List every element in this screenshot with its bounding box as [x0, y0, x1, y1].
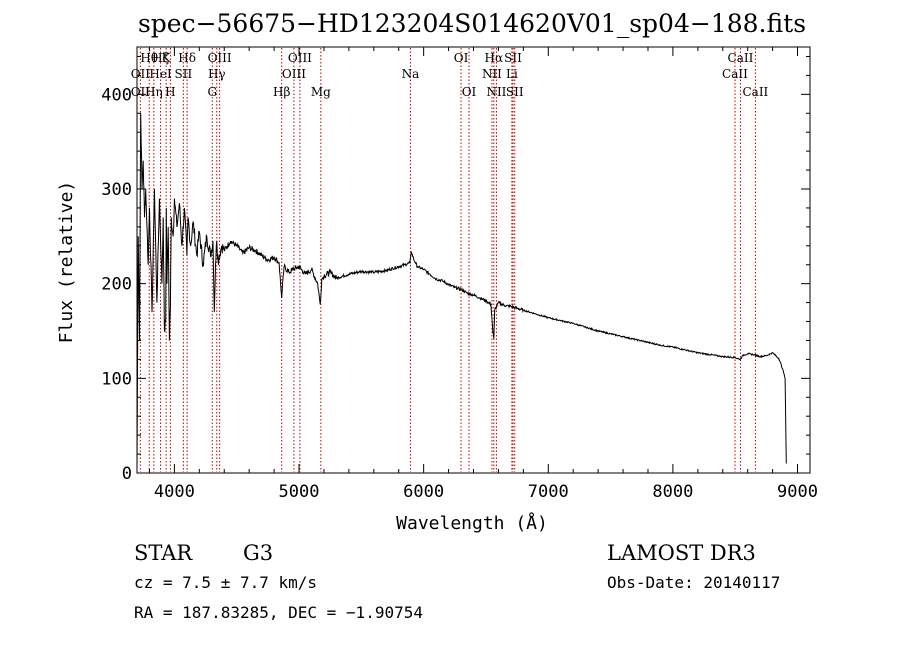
line-marker-label: G [207, 85, 217, 99]
x-axis-ticks: 4000 5000 6000 7000 8000 9000 [148, 47, 818, 502]
redshift-cz: cz = 7.5 ± 7.7 km/s [134, 573, 317, 592]
y-tick-label: 300 [101, 180, 132, 200]
line-marker-label: NII [482, 67, 502, 81]
line-marker-label: Mg [311, 85, 331, 99]
line-marker-label: OIII [288, 51, 312, 65]
line-marker-label: Hα [485, 51, 504, 65]
line-marker-label: Hδ [178, 51, 196, 65]
line-marker-label: OII [131, 67, 151, 81]
x-tick-label: 7000 [528, 482, 569, 502]
observation-date: Obs-Date: 20140117 [607, 573, 780, 592]
object-subclass: G3 [243, 541, 273, 565]
line-marker-label: K [162, 51, 172, 65]
y-tick-label: 0 [122, 464, 132, 484]
line-marker-label: OI [454, 51, 469, 65]
line-marker-label: SII [504, 51, 522, 65]
line-marker-label: SII [175, 67, 193, 81]
line-marker-label: Li [506, 67, 518, 81]
chart-title: spec−56675−HD123204S014620V01_sp04−188.f… [138, 9, 806, 38]
line-marker-label: Hβ [273, 85, 290, 99]
line-marker-label: OI [462, 85, 477, 99]
y-tick-label: 400 [101, 85, 132, 105]
plot-frame [136, 46, 811, 474]
y-axis-ticks: 0 100 200 300 400 [101, 55, 810, 484]
survey-name: LAMOST DR3 [607, 541, 756, 565]
line-marker-label: CaII [722, 67, 748, 81]
line-marker-label: Hθ [140, 51, 158, 65]
x-tick-label: 9000 [777, 482, 818, 502]
line-marker-label: HeI [149, 67, 172, 81]
line-markers [139, 48, 756, 472]
line-marker-label: NII [486, 85, 506, 99]
y-axis-label: Flux (relative) [56, 181, 77, 344]
coordinates: RA = 187.83285, DEC = −1.90754 [134, 603, 423, 622]
x-tick-label: 8000 [652, 482, 693, 502]
line-marker-label: H [165, 85, 175, 99]
x-axis-label: Wavelength (Å) [396, 512, 548, 534]
line-marker-label: Hγ [208, 67, 226, 81]
line-marker-label: CaII [728, 51, 754, 65]
y-tick-label: 100 [101, 369, 132, 389]
x-tick-label: 6000 [403, 482, 444, 502]
line-marker-label: SII [506, 85, 524, 99]
line-marker-label: Hη [145, 85, 163, 99]
x-tick-label: 4000 [154, 482, 195, 502]
line-marker-label: Hζ [152, 51, 169, 65]
object-type: STAR [134, 541, 193, 565]
line-marker-label: OIII [282, 67, 306, 81]
line-marker-label: OII [131, 85, 151, 99]
spectrum-line [136, 113, 787, 469]
line-marker-label: CaII [742, 85, 768, 99]
y-tick-label: 200 [101, 275, 132, 295]
line-marker-label: Na [402, 67, 420, 81]
line-marker-label: OIII [208, 51, 232, 65]
x-tick-label: 5000 [279, 482, 320, 502]
